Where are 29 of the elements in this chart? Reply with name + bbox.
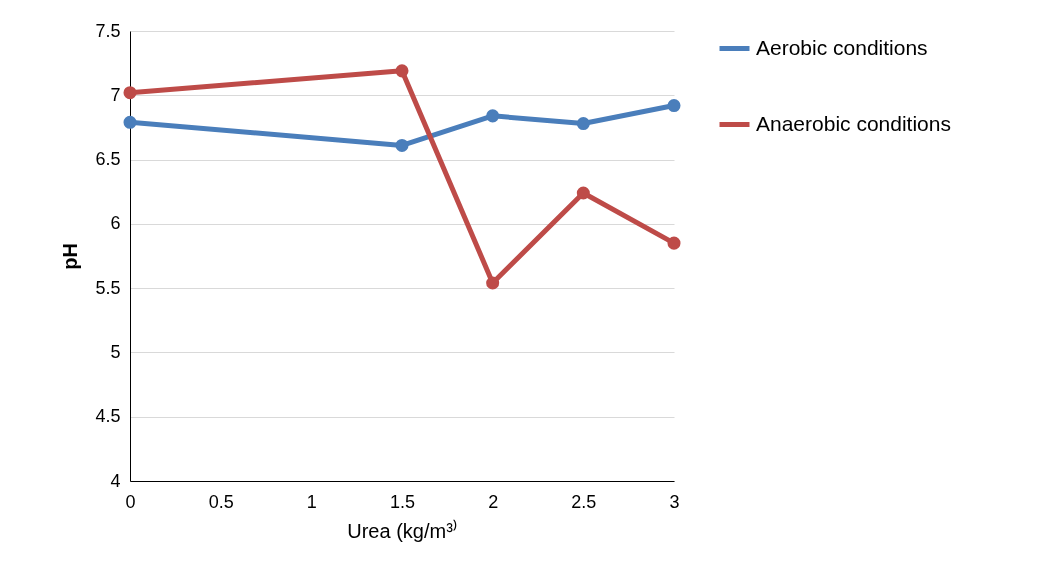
x-tick-label: 1 (306, 491, 317, 512)
legend-label: Aerobic conditions (756, 35, 928, 59)
point (486, 109, 500, 123)
y-tick-label: 6 (110, 213, 121, 234)
point (486, 276, 500, 290)
point (576, 186, 590, 200)
x-tick-label: 1.5 (389, 491, 416, 512)
x-tick-label: 2.5 (571, 491, 597, 512)
x-tick-label: 2 (488, 491, 499, 512)
point (576, 117, 590, 131)
point (123, 115, 137, 129)
y-tick-label: 4.5 (95, 406, 121, 427)
x-tick-label: 0 (125, 491, 136, 512)
point (395, 138, 409, 152)
point (667, 236, 681, 250)
y-tick-label: 7.5 (95, 20, 121, 41)
y-tick-label: 7 (110, 84, 121, 105)
y-tick-label: 4 (110, 470, 121, 491)
x-tick-label: 3 (669, 491, 680, 512)
y-tick-label: 5 (110, 341, 121, 362)
legend-label: Anaerobic conditions (756, 111, 951, 135)
y-tick-label: 5.5 (95, 277, 121, 298)
point (395, 64, 409, 78)
point (667, 99, 681, 113)
x-tick-label: 0.5 (208, 491, 234, 512)
point (123, 86, 137, 100)
y-axis-title: pH (59, 243, 82, 270)
y-tick-label: 6.5 (95, 149, 121, 170)
x-axis-title: Urea (kg/m³⁾ (347, 518, 458, 542)
